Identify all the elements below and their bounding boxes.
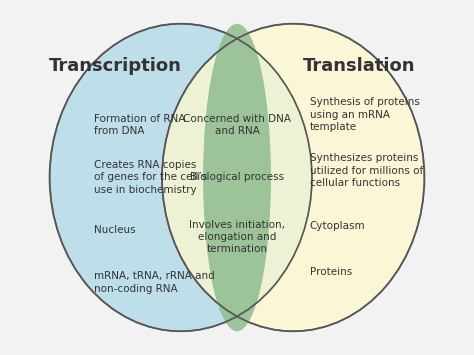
Text: Proteins: Proteins <box>310 267 352 277</box>
Text: Creates RNA copies
of genes for the cell’s
use in biochemistry: Creates RNA copies of genes for the cell… <box>94 160 207 195</box>
Text: Concerned with DNA
and RNA: Concerned with DNA and RNA <box>183 114 291 136</box>
Ellipse shape <box>203 24 271 331</box>
Text: Transcription: Transcription <box>49 57 182 75</box>
Text: Synthesizes proteins
utilized for millions of
cellular functions: Synthesizes proteins utilized for millio… <box>310 153 423 188</box>
Text: Involves initiation,
elongation and
termination: Involves initiation, elongation and term… <box>189 219 285 254</box>
Text: Cytoplasm: Cytoplasm <box>310 222 365 231</box>
Text: Formation of RNA
from DNA: Formation of RNA from DNA <box>94 114 185 136</box>
Ellipse shape <box>162 24 424 331</box>
Text: mRNA, tRNA, rRNA and
non-coding RNA: mRNA, tRNA, rRNA and non-coding RNA <box>94 271 215 294</box>
Text: Synthesis of proteins
using an mRNA
template: Synthesis of proteins using an mRNA temp… <box>310 97 419 132</box>
Text: Nucleus: Nucleus <box>94 225 136 235</box>
Text: Biological process: Biological process <box>190 173 284 182</box>
Text: Translation: Translation <box>302 57 415 75</box>
Ellipse shape <box>50 24 312 331</box>
